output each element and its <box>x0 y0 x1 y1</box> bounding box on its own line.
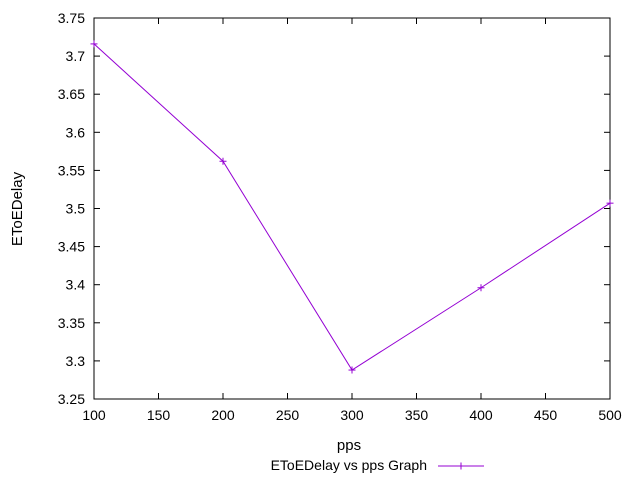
x-tick-label: 450 <box>534 407 558 423</box>
legend-label: EToEDelay vs pps Graph <box>271 457 427 473</box>
y-axis-label: EToEDelay <box>9 171 26 246</box>
legend-marker <box>457 462 465 470</box>
axis-tick-labels: 100 150 200 250 300 350 400 450 500 3.25 3.3 3.35 3.… <box>58 10 622 423</box>
data-point <box>90 40 98 48</box>
y-tick-label: 3.7 <box>66 48 86 64</box>
x-tick-label: 400 <box>469 407 493 423</box>
legend-marker-plus <box>457 462 465 470</box>
legend: EToEDelay vs pps Graph <box>271 457 484 473</box>
x-tick-label: 350 <box>405 407 429 423</box>
axis-ticks <box>93 17 611 400</box>
y-tick-label: 3.3 <box>66 353 86 369</box>
data-point <box>348 366 356 374</box>
y-tick-label: 3.75 <box>58 10 85 26</box>
data-point <box>606 199 614 207</box>
y-tick-label: 3.35 <box>58 315 85 331</box>
x-tick-label: 200 <box>211 407 235 423</box>
y-tick-label: 3.45 <box>58 239 85 255</box>
data-point <box>477 284 485 292</box>
y-tick-label: 3.5 <box>66 201 86 217</box>
y-tick-label: 3.6 <box>66 124 86 140</box>
series-group <box>90 40 614 374</box>
plot-frame <box>93 17 611 400</box>
y-tick-label: 3.65 <box>58 86 85 102</box>
x-tick-label: 500 <box>598 407 622 423</box>
x-tick-label: 150 <box>147 407 171 423</box>
x-axis-label: pps <box>337 437 361 454</box>
y-tick-label: 3.55 <box>58 162 85 178</box>
data-point <box>219 157 227 165</box>
x-tick-label: 300 <box>340 407 364 423</box>
y-tick-label: 3.4 <box>66 277 86 293</box>
x-tick-label: 100 <box>82 407 106 423</box>
y-tick-label: 3.25 <box>58 391 85 407</box>
x-tick-label: 250 <box>276 407 300 423</box>
series-line <box>93 43 611 371</box>
